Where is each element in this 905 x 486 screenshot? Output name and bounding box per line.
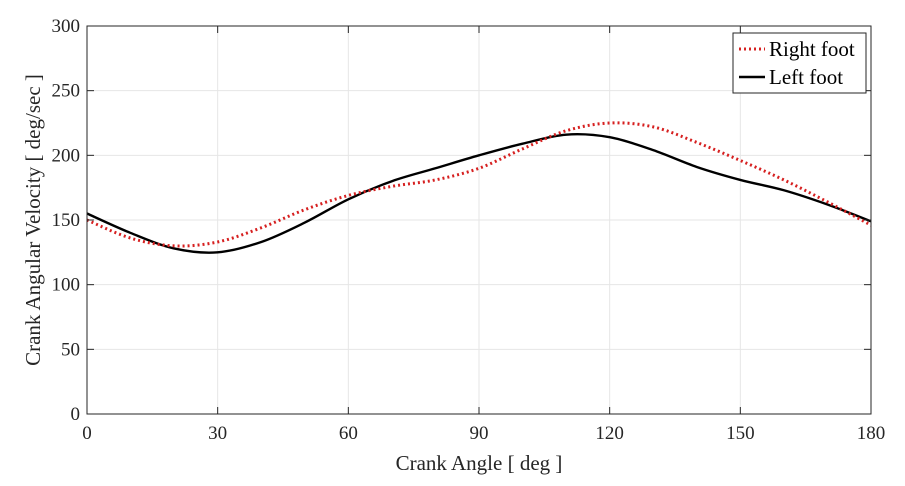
x-tick-label: 120 — [595, 423, 624, 444]
x-tick-label: 150 — [726, 423, 755, 444]
x-tick-label: 60 — [339, 423, 358, 444]
y-tick-label: 50 — [61, 339, 80, 360]
x-tick-label: 0 — [82, 423, 92, 444]
y-axis-label: Crank Angular Velocity [ deg/sec ] — [21, 74, 45, 366]
series-line-left-foot — [86, 133, 872, 254]
legend-box — [732, 32, 867, 94]
x-tick-label: 90 — [470, 423, 489, 444]
y-tick-label: 250 — [52, 81, 81, 102]
series-lines — [86, 121, 872, 254]
legend-label-left-foot: Left foot — [769, 65, 843, 89]
legend: Right foot Left foot — [732, 32, 867, 94]
legend-label-right-foot: Right foot — [769, 37, 855, 61]
y-tick-label: 150 — [52, 210, 81, 231]
y-tick-label: 300 — [52, 16, 81, 37]
x-tick-label: 30 — [208, 423, 227, 444]
x-tick-label: 180 — [857, 423, 886, 444]
axis-ticks — [86, 25, 872, 415]
series-line-right-foot — [86, 121, 872, 248]
y-tick-label: 200 — [52, 145, 81, 166]
x-axis-label: Crank Angle [ deg ] — [396, 451, 563, 475]
y-tick-label: 0 — [71, 404, 81, 425]
y-tick-label: 100 — [52, 275, 81, 296]
tick-labels: 0 30 60 90 120 150 180 0 50 100 150 200 250 300 — [52, 16, 886, 444]
